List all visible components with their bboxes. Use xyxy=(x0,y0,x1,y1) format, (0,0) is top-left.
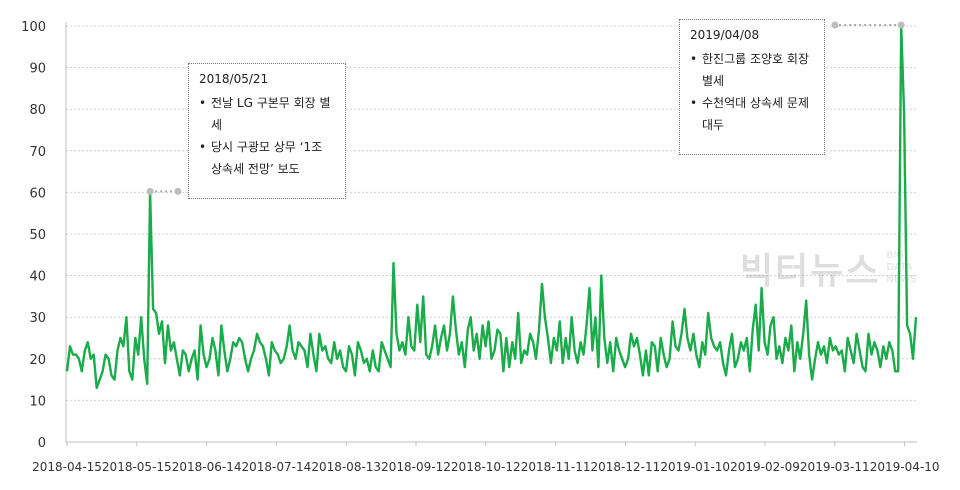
x-tick-label: 2019-01-10 xyxy=(660,460,730,474)
y-tick-label: 100 xyxy=(21,20,46,35)
annotation-dot xyxy=(897,21,905,29)
watermark-sub-line: DATA xyxy=(886,262,913,273)
y-tick-label: 30 xyxy=(29,311,46,326)
y-tick-label: 90 xyxy=(29,62,46,77)
annotation-dot xyxy=(831,21,839,29)
y-tick-label: 60 xyxy=(29,186,46,201)
series-line xyxy=(65,24,918,390)
x-tick-label: 2018-07-14 xyxy=(242,460,312,474)
annotation-date: 2019/04/08 xyxy=(690,28,760,42)
watermark-logo: 빅터뉴스 BIG DATA NEWS xyxy=(740,242,917,294)
y-tick-label: 50 xyxy=(29,228,46,243)
annotation-dot xyxy=(174,187,182,195)
x-tick-label: 2018-06-14 xyxy=(172,460,242,474)
watermark-sub-line: NEWS xyxy=(886,274,917,285)
y-tick-label: 70 xyxy=(29,145,46,160)
annotation-line: 한진그룹 조양호 회장 별세 xyxy=(690,48,814,92)
x-tick-label: 2018-08-13 xyxy=(311,460,381,474)
watermark-sub: BIG DATA NEWS xyxy=(886,250,916,286)
x-tick-label: 2018-10-12 xyxy=(451,460,521,474)
x-tick-label: 2019-02-09 xyxy=(730,460,800,474)
y-tick-label: 0 xyxy=(38,436,46,451)
x-tick-label: 2018-09-12 xyxy=(381,460,451,474)
x-tick-label: 2018-12-11 xyxy=(591,460,661,474)
annotation-line: 전날 LG 구본무 회장 별세 xyxy=(199,92,335,136)
x-tick-label: 2018-04-15 xyxy=(32,460,102,474)
x-tick-label: 2019-04-10 xyxy=(870,460,940,474)
y-tick-label: 20 xyxy=(29,353,46,368)
annotation-box-lg: 2018/05/21 전날 LG 구본무 회장 별세 당시 구광모 상무 ‘1조… xyxy=(188,63,346,199)
annotation-line: 수천억대 상속세 문제 대두 xyxy=(690,92,814,136)
x-tick-label: 2018-11-11 xyxy=(521,460,591,474)
annotation-dot xyxy=(146,187,154,195)
y-tick-label: 80 xyxy=(29,103,46,118)
x-tick-label: 2019-03-11 xyxy=(800,460,870,474)
x-tick-label: 2018-05-15 xyxy=(102,460,172,474)
watermark-text: 빅터뉴스 xyxy=(740,251,881,292)
annotation-box-hanjin: 2019/04/08 한진그룹 조양호 회장 별세 수천억대 상속세 문제 대두 xyxy=(679,19,825,155)
annotation-line: 당시 구광모 상무 ‘1조 상속세 전망’ 보도 xyxy=(199,136,335,180)
annotation-date: 2018/05/21 xyxy=(199,72,269,86)
y-tick-label: 10 xyxy=(29,394,46,409)
y-tick-label: 40 xyxy=(29,270,46,285)
watermark-sub-line: BIG xyxy=(886,250,905,261)
